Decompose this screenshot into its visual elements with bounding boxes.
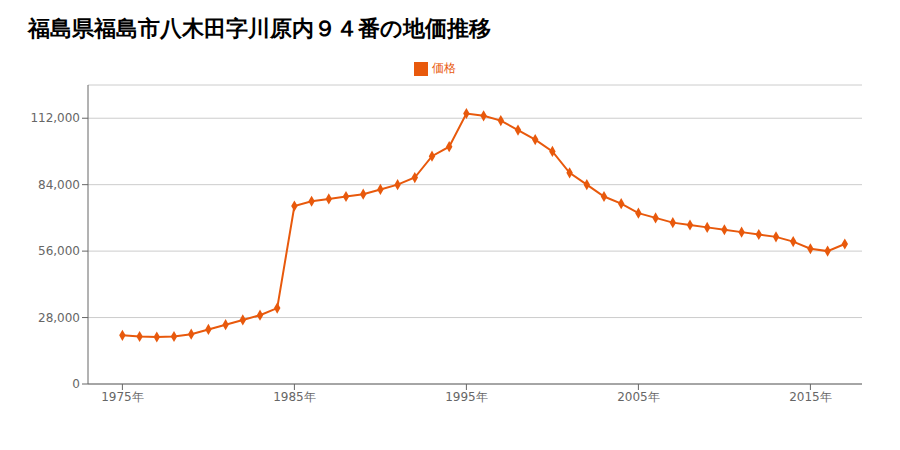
svg-text:1995年: 1995年	[445, 390, 488, 404]
svg-text:1975年: 1975年	[101, 390, 144, 404]
svg-text:1985年: 1985年	[273, 390, 316, 404]
svg-text:112,000: 112,000	[30, 111, 80, 125]
html-text:福島県福島市八木田字川原内９４番の地価推移: 福島県福島市八木田字川原内９４番の地価推移	[28, 16, 491, 41]
svg-text:0: 0	[72, 377, 80, 391]
html-text:価格: 価格	[432, 61, 456, 75]
svg-text:84,000: 84,000	[38, 178, 80, 192]
svg-text:2005年: 2005年	[617, 390, 660, 404]
svg-text:2015年: 2015年	[789, 390, 832, 404]
svg-text:28,000: 28,000	[38, 311, 80, 325]
svg-text:56,000: 56,000	[38, 244, 80, 258]
